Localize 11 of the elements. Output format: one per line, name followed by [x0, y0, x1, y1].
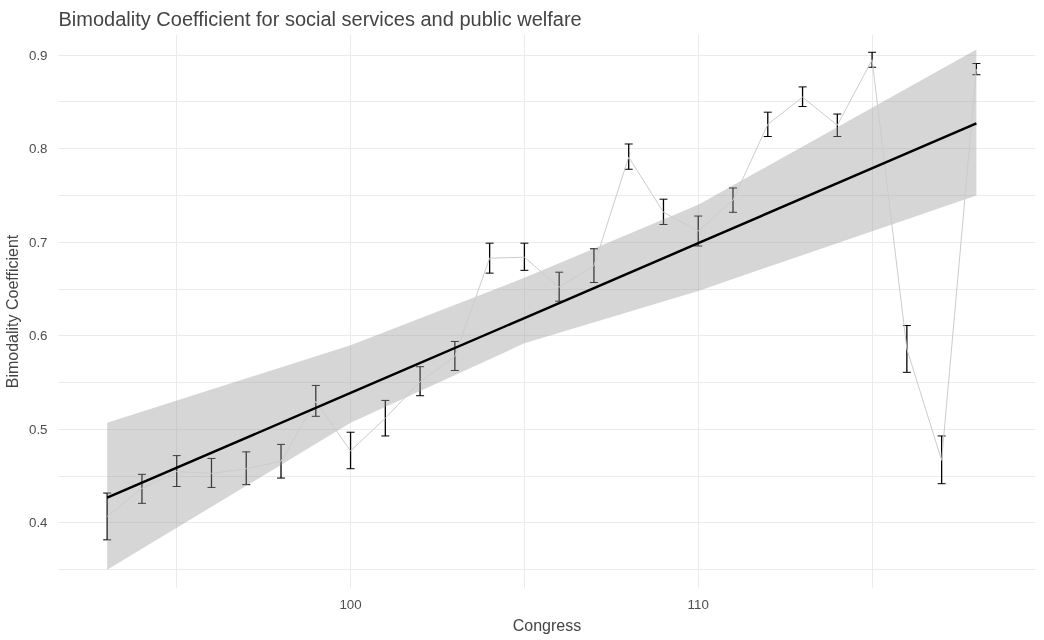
- y-tick-label: 0.6: [28, 328, 48, 344]
- chart-title: Bimodality Coefficient for social services and public welfare: [58, 7, 582, 30]
- y-tick-label: 0.7: [28, 234, 48, 250]
- y-tick-label: 0.9: [28, 47, 48, 63]
- y-tick-label: 0.8: [28, 141, 48, 157]
- x-tick-label: 100: [339, 596, 362, 612]
- y-axis-title: Bimodality Coefficient: [3, 234, 21, 389]
- x-axis-title: Congress: [512, 616, 582, 634]
- y-tick-label: 0.4: [28, 515, 49, 531]
- x-tick-label: 110: [687, 596, 709, 612]
- y-tick-label: 0.5: [28, 421, 48, 437]
